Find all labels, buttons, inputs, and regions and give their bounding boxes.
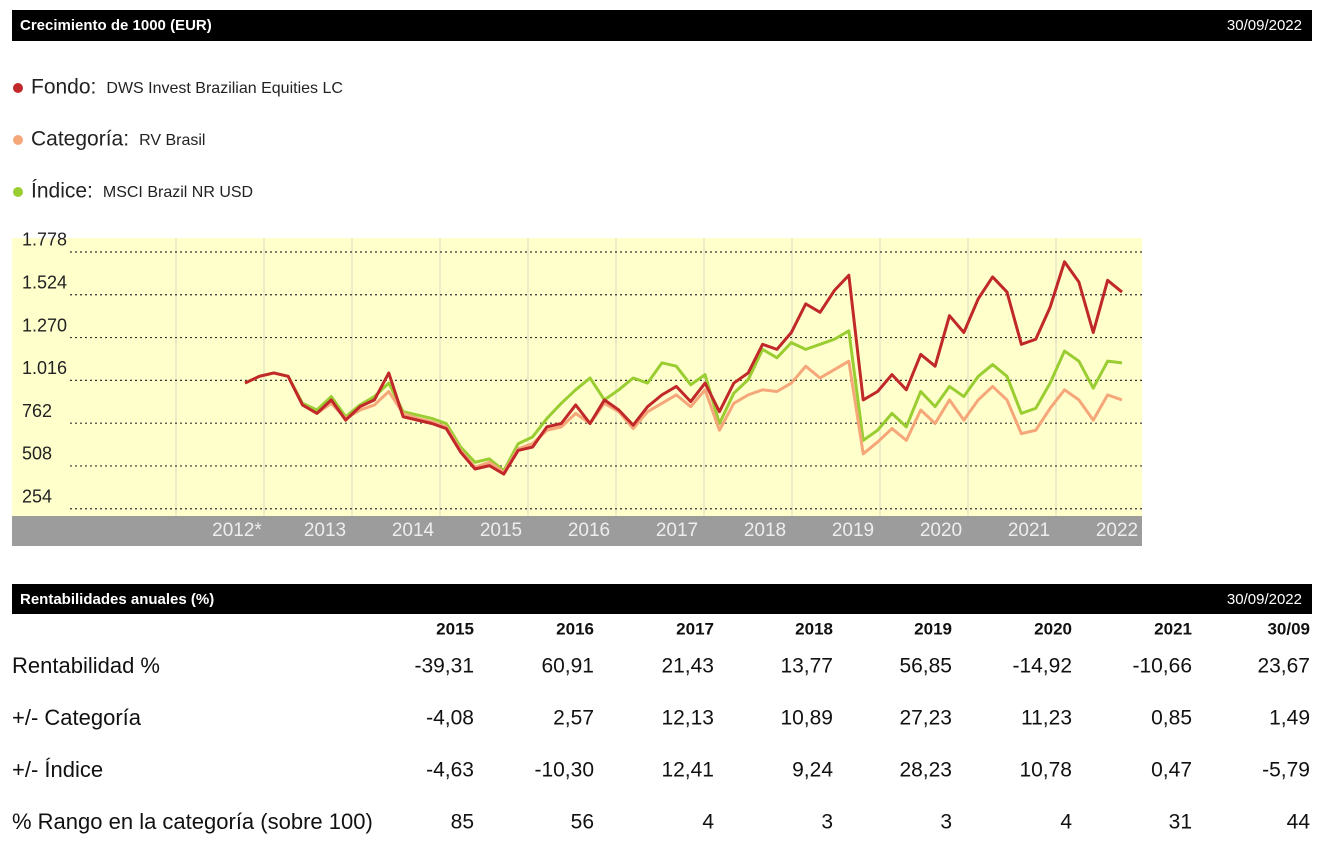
row-label: Rentabilidad %: [12, 653, 160, 678]
legend-role: Índice:: [31, 180, 93, 203]
series-line: [244, 359, 1123, 474]
cell: 4: [1060, 811, 1072, 834]
cell: 11,23: [1021, 707, 1072, 730]
column-header: 2021: [1154, 619, 1192, 638]
cell: 56,85: [899, 655, 952, 678]
cell: 0,85: [1151, 707, 1192, 730]
legend-dot: [13, 83, 23, 93]
series-line: [244, 260, 1123, 476]
cell: -10,30: [534, 759, 594, 782]
cell: 10,78: [1019, 759, 1072, 782]
x-axis-band: [12, 516, 1142, 546]
cell: -10,66: [1132, 655, 1192, 678]
column-header: 2020: [1034, 619, 1072, 638]
y-tick-label: 1.270: [22, 315, 67, 335]
cell: 21,43: [661, 655, 714, 678]
row-label: % Rango en la categoría (sobre 100): [12, 809, 373, 834]
column-header: 2016: [556, 619, 594, 638]
cell: 27,23: [899, 707, 952, 730]
table-bar: [12, 584, 1312, 614]
column-header: 2017: [676, 619, 714, 638]
legend-name: RV Brasil: [139, 132, 205, 149]
x-tick-label: 2012*: [212, 520, 262, 541]
row-label: +/- Índice: [12, 757, 103, 782]
cell: 4: [702, 811, 714, 834]
cell: 1,49: [1269, 707, 1310, 730]
column-header: 2018: [795, 619, 833, 638]
x-tick-label: 2014: [392, 520, 435, 541]
cell: 2,57: [553, 707, 594, 730]
cell: -4,63: [426, 759, 474, 782]
legend-role: Fondo:: [31, 76, 96, 99]
row-label: +/- Categoría: [12, 705, 142, 730]
cell: 28,23: [899, 759, 952, 782]
x-tick-label: 2021: [1008, 520, 1050, 541]
table-title: Rentabilidades anuales (%): [20, 591, 214, 608]
header-bar: [12, 10, 1312, 41]
cell: 12,13: [661, 707, 714, 730]
cell: -39,31: [414, 655, 474, 678]
column-header: 30/09: [1267, 619, 1310, 638]
cell: 60,91: [541, 655, 594, 678]
cell: -4,08: [426, 707, 474, 730]
x-tick-label: 2016: [568, 520, 610, 541]
x-tick-label: 2019: [832, 520, 874, 541]
cell: 10,89: [780, 707, 833, 730]
y-tick-label: 762: [22, 401, 52, 421]
x-tick-label: 2017: [656, 520, 698, 541]
cell: 9,24: [792, 759, 833, 782]
y-tick-label: 254: [22, 487, 52, 507]
legend-dot: [13, 187, 23, 197]
x-tick-label: 2013: [304, 520, 346, 541]
cell: 56: [571, 811, 594, 834]
x-tick-label: 2022: [1096, 520, 1138, 541]
table-date: 30/09/2022: [1227, 591, 1302, 608]
cell: 31: [1169, 811, 1192, 834]
cell: 3: [821, 811, 833, 834]
cell: -14,92: [1012, 655, 1072, 678]
x-tick-label: 2015: [480, 520, 522, 541]
cell: 0,47: [1151, 759, 1192, 782]
legend-name: DWS Invest Brazilian Equities LC: [106, 80, 343, 97]
cell: -5,79: [1262, 759, 1310, 782]
column-header: 2019: [914, 619, 952, 638]
cell: 44: [1287, 811, 1311, 834]
column-header: 2015: [436, 619, 474, 638]
cell: 12,41: [661, 759, 714, 782]
y-tick-label: 1.016: [22, 358, 67, 378]
header-title: Crecimiento de 1000 (EUR): [20, 17, 212, 34]
x-tick-label: 2018: [744, 520, 786, 541]
legend-name: MSCI Brazil NR USD: [103, 184, 253, 201]
cell: 23,67: [1257, 655, 1310, 678]
header-date: 30/09/2022: [1227, 17, 1302, 34]
y-tick-label: 1.778: [22, 230, 67, 250]
series-line: [244, 329, 1123, 473]
x-tick-label: 2020: [920, 520, 962, 541]
legend-role: Categoría:: [31, 128, 129, 151]
cell: 13,77: [780, 655, 833, 678]
y-tick-label: 1.524: [22, 273, 67, 293]
legend-dot: [13, 135, 23, 145]
cell: 85: [451, 811, 474, 834]
y-tick-label: 508: [22, 444, 52, 464]
plot-area: [12, 238, 1142, 516]
cell: 3: [940, 811, 952, 834]
